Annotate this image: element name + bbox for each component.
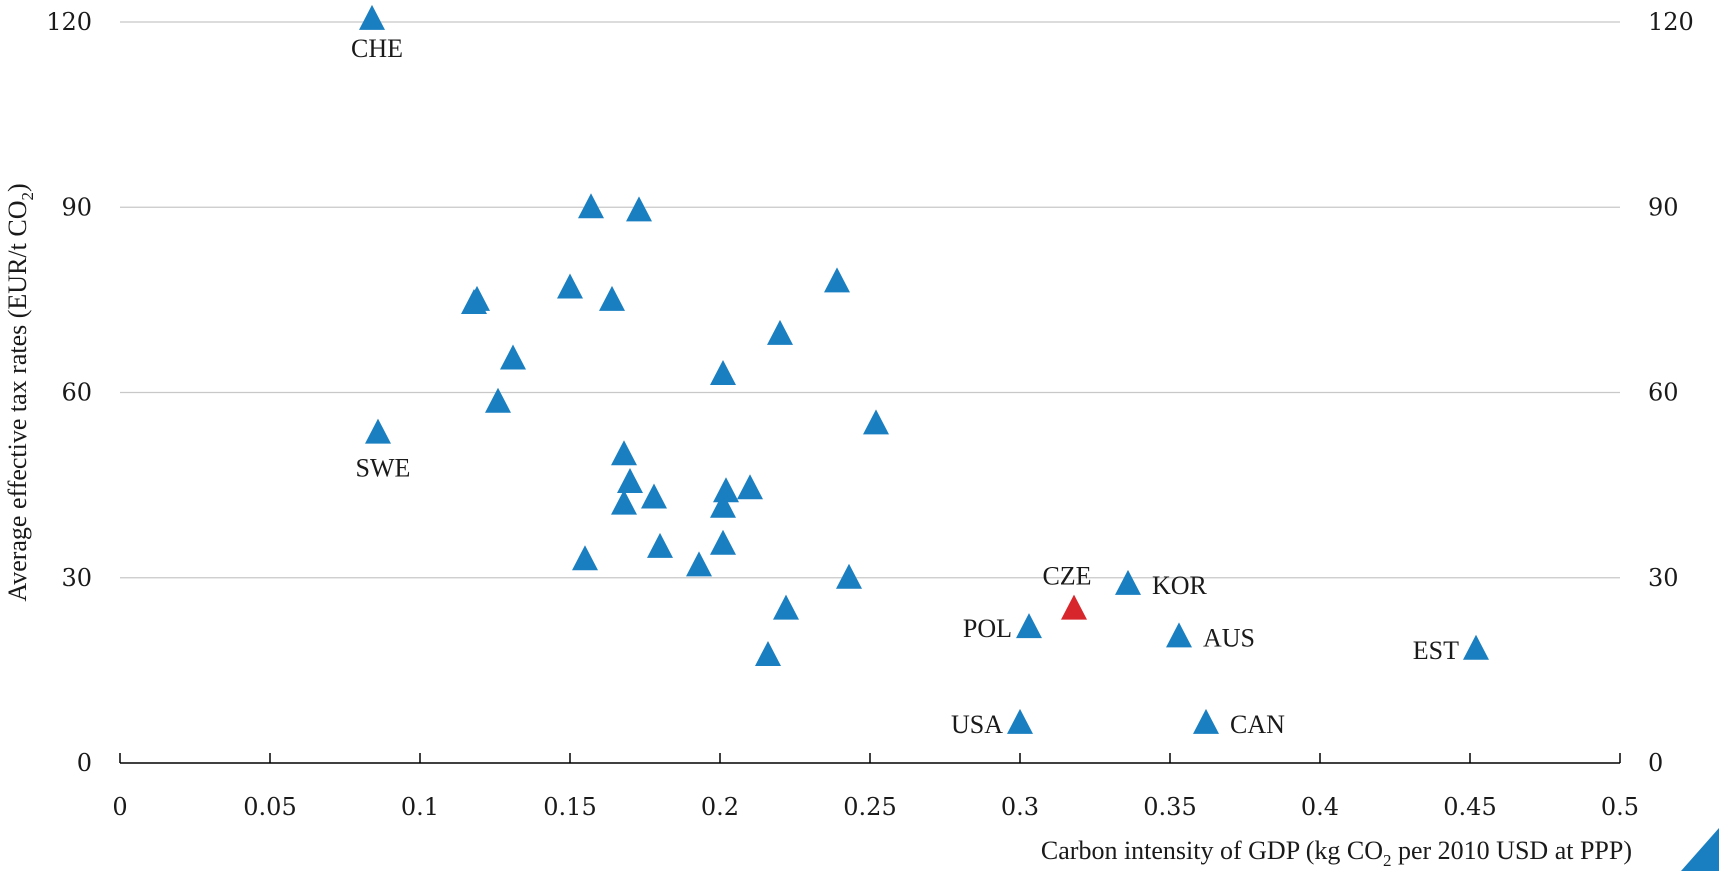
- data-point: [773, 594, 799, 620]
- point-label-che: CHE: [351, 34, 403, 63]
- data-point: [611, 440, 637, 466]
- data-point: [464, 285, 490, 311]
- y-axis-title: Average effective tax rates (EUR/t CO2): [3, 183, 37, 601]
- data-point: [641, 483, 667, 509]
- y-tick-label-right: 0: [1648, 749, 1663, 777]
- data-point-swe: [365, 418, 391, 444]
- x-tick-label: 0.25: [843, 793, 896, 821]
- data-point: [599, 285, 625, 311]
- data-points: [359, 4, 1489, 734]
- x-tick-label: 0.3: [1001, 793, 1039, 821]
- data-point: [686, 551, 712, 577]
- point-label-kor: KOR: [1152, 571, 1208, 600]
- y-axis-ticks: 0 0 30 30 60 60 90 90 120 120: [46, 8, 1694, 777]
- point-label-aus: AUS: [1203, 623, 1255, 652]
- y-tick-label: 30: [61, 564, 92, 592]
- data-point: [572, 545, 598, 571]
- data-point-aus: [1166, 622, 1192, 648]
- corner-logo-triangle: [1681, 828, 1719, 871]
- data-point-usa: [1007, 708, 1033, 734]
- y-tick-label-right: 30: [1648, 564, 1679, 592]
- x-axis-title: Carbon intensity of GDP (kg CO2 per 2010…: [1041, 836, 1632, 870]
- x-tick-label: 0.35: [1143, 793, 1196, 821]
- data-point-pol: [1016, 613, 1042, 639]
- x-tick-label: 0.45: [1443, 793, 1496, 821]
- point-label-can: CAN: [1230, 710, 1285, 739]
- data-point: [737, 474, 763, 500]
- data-point: [626, 196, 652, 222]
- x-tick-label: 0: [112, 793, 127, 821]
- point-label-usa: USA: [951, 710, 1003, 739]
- data-point: [755, 640, 781, 666]
- data-point: [713, 477, 739, 503]
- data-point: [647, 532, 673, 558]
- x-tick-label: 0.5: [1601, 793, 1639, 821]
- data-point: [578, 193, 604, 219]
- y-tick-label: 60: [61, 379, 92, 407]
- data-point: [767, 319, 793, 345]
- x-tick-label: 0.2: [701, 793, 739, 821]
- data-point: [557, 273, 583, 299]
- point-labels: CHE SWE USA POL CZE KOR AUS CAN EST: [351, 34, 1459, 739]
- data-point-can: [1193, 708, 1219, 734]
- point-label-cze: CZE: [1042, 562, 1091, 591]
- point-label-pol: POL: [963, 614, 1012, 643]
- y-tick-label-right: 90: [1648, 193, 1679, 221]
- data-point: [824, 267, 850, 293]
- y-tick-label: 0: [77, 749, 92, 777]
- data-point: [617, 468, 643, 494]
- data-point: [710, 529, 736, 555]
- y-tick-label-right: 60: [1648, 379, 1679, 407]
- x-tick-label: 0.4: [1301, 793, 1339, 821]
- data-point: [710, 492, 736, 518]
- y-tick-label-right: 120: [1648, 8, 1694, 36]
- x-axis-ticks: 0 0.05 0.1 0.15 0.2 0.25 0.3 0.35 0.4 0.45 0.5: [112, 753, 1639, 821]
- data-point-che: [359, 4, 385, 30]
- data-point: [836, 563, 862, 589]
- point-label-est: EST: [1413, 636, 1459, 665]
- data-point-est: [1463, 634, 1489, 660]
- data-point-kor: [1115, 569, 1141, 595]
- x-tick-label: 0.1: [401, 793, 439, 821]
- point-label-swe: SWE: [356, 454, 411, 483]
- data-point: [500, 344, 526, 370]
- data-point: [611, 489, 637, 515]
- data-point-cze: [1061, 594, 1087, 620]
- x-tick-label: 0.15: [543, 793, 596, 821]
- gridlines: [120, 21, 1620, 579]
- data-point: [863, 409, 889, 435]
- data-point: [485, 387, 511, 413]
- y-tick-label: 120: [46, 8, 92, 36]
- y-tick-label: 90: [61, 193, 92, 221]
- x-tick-label: 0.05: [243, 793, 296, 821]
- data-point: [710, 359, 736, 385]
